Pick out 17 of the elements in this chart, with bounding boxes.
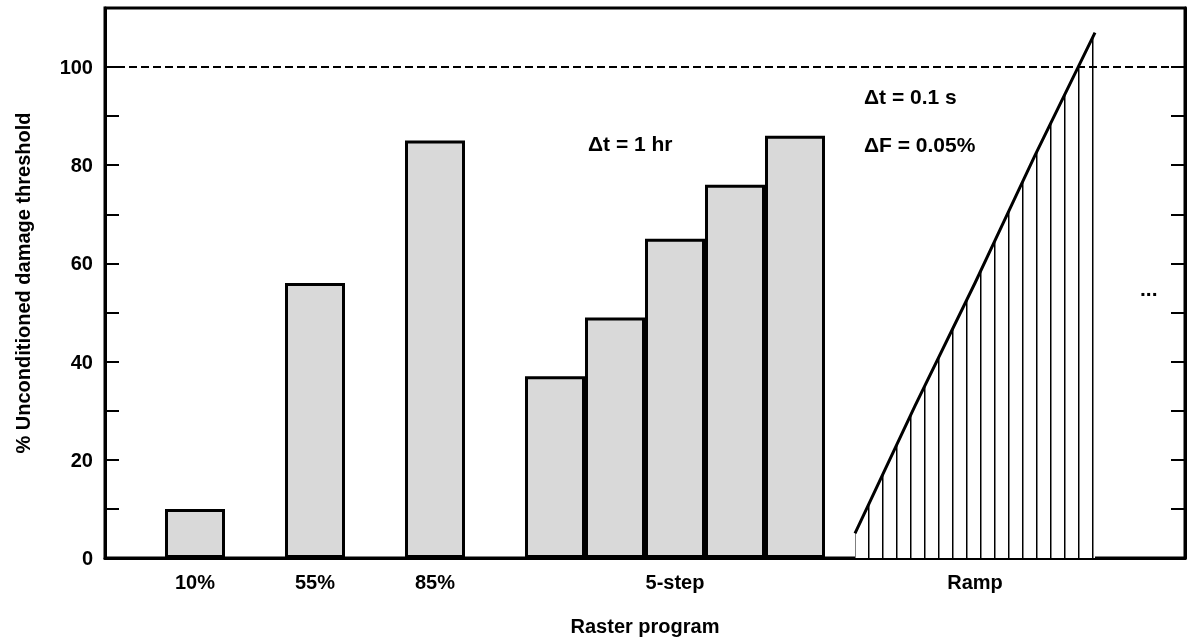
y-tick-label: 0 xyxy=(81,547,93,569)
x-tick-label: 55% xyxy=(294,571,336,593)
y-tick-label: 20 xyxy=(70,448,93,471)
annotation: ... xyxy=(1140,277,1158,300)
y-tick-label: 80 xyxy=(70,154,93,177)
annotation: ΔF = 0.05% xyxy=(864,133,976,156)
y-axis-title: % Unconditioned damage threshold xyxy=(12,112,34,454)
annotation: Δt = 0.1 s xyxy=(864,85,957,108)
y-tick-label: 60 xyxy=(70,252,93,275)
y-tick-label: 40 xyxy=(70,350,93,373)
annotation: Δt = 1 hr xyxy=(588,132,673,155)
x-tick-label: Ramp xyxy=(947,571,1003,593)
x-tick-label: 85% xyxy=(414,571,456,593)
x-tick-label: 10% xyxy=(174,571,216,593)
x-axis-title: Raster program xyxy=(570,615,720,637)
y-tick-label: 100 xyxy=(59,55,93,78)
x-tick-label: 5-step xyxy=(645,571,705,593)
